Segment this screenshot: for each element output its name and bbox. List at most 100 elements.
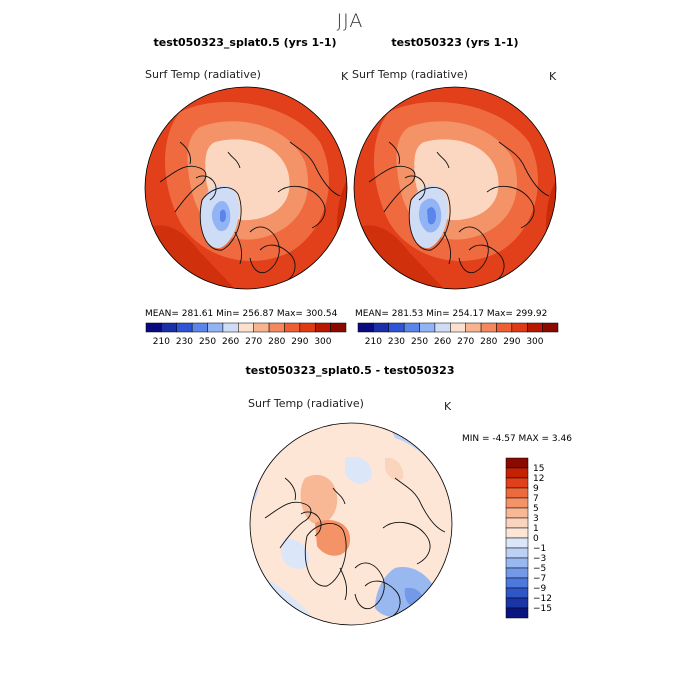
panel3-colorbar-tick-label: 9 <box>533 484 539 494</box>
panel1-colorbar-swatch <box>145 322 162 333</box>
panel3-cool-patch-a <box>281 538 309 569</box>
panel3-colorbar-tick-label: −3 <box>533 554 546 564</box>
panel2-stats: MEAN= 281.53 Min= 254.17 Max= 299.92 <box>355 309 548 319</box>
panel1-colorbar-tick-label: 260 <box>222 337 239 347</box>
panel2-colorbar-swatch <box>526 322 543 333</box>
panel3-colorbar-swatch <box>505 597 529 609</box>
panel3-colorbar-swatch <box>505 587 529 599</box>
panel1-coastlines <box>159 141 341 281</box>
panel1-map-border <box>144 86 348 290</box>
panel3-stats: MIN = -4.57 MAX = 3.46 <box>462 434 572 444</box>
panel1-title: test050323_splat0.5 (yrs 1-1) <box>153 36 337 49</box>
panel2-field-label: Surf Temp (radiative) <box>352 68 468 81</box>
panel3-colorbar-swatch <box>505 477 529 489</box>
panel1-colorbar: 210 230 250 260 270 280 290 300 <box>145 322 347 347</box>
panel3-colorbar-tick-label: −1 <box>533 544 546 554</box>
panel3-colorbar-swatch <box>505 507 529 519</box>
panel3-colorbar-tick-label: 15 <box>533 464 544 474</box>
panel3-background-fill <box>250 423 452 625</box>
panel3-colorbar-tick-label: −7 <box>533 574 546 584</box>
panel1-units: K <box>341 70 349 83</box>
panel3-cool-pole <box>345 456 372 484</box>
panel3-colorbar-swatch <box>505 547 529 559</box>
panel2-greenland-coldest <box>427 207 436 225</box>
panel2-colorbar-tick-label: 260 <box>434 337 451 347</box>
panel1-stats: MEAN= 281.61 Min= 256.87 Max= 300.54 <box>145 309 338 319</box>
panel2-colorbar-tick-label: 250 <box>411 337 428 347</box>
panel2-colorbar-swatch <box>388 322 405 333</box>
panel3-coastlines <box>264 477 446 617</box>
panel3-colorbar-tick-label: 5 <box>533 504 539 514</box>
panel2-colorbar-swatch <box>434 322 451 333</box>
panel2-colorbar-swatch <box>357 322 374 333</box>
panel3-warm-greenland <box>315 519 351 556</box>
panel2-colorbar-swatch <box>542 322 559 333</box>
panel2-colorbar-swatch <box>419 322 436 333</box>
season-title: JJA <box>336 10 364 32</box>
panel3-warm-siberia <box>385 457 404 481</box>
panel1-colorbar-swatch <box>176 322 193 333</box>
panel3-colorbar-swatch <box>505 467 529 479</box>
panel2-colorbar: 210 230 250 260 270 280 290 300 <box>357 322 559 347</box>
panel1-polar-map <box>144 86 348 290</box>
panel1-colorbar-tick-label: 300 <box>314 337 331 347</box>
panel1-colorbar-tick-label: 250 <box>199 337 216 347</box>
panel2-title: test050323 (yrs 1-1) <box>391 36 519 49</box>
panel3-colorbar-swatch <box>505 537 529 549</box>
panel3-colorbar-swatch <box>505 557 529 569</box>
panel1-greenland-coldest <box>220 209 226 223</box>
panel1-colorbar-swatch <box>207 322 224 333</box>
panel3-colorbar-tick-label: −5 <box>533 564 546 574</box>
panel3-colorbar-tick-label: 0 <box>533 534 539 544</box>
panel2-colorbar-swatches <box>357 322 559 333</box>
panel1-colorbar-swatch <box>222 322 239 333</box>
panel3-units: K <box>444 400 452 413</box>
panel1-colorbar-swatch <box>268 322 285 333</box>
panel2-colorbar-tick-label: 300 <box>526 337 543 347</box>
panel3-map-border <box>249 422 453 626</box>
panel3-colorbar-swatch <box>505 577 529 589</box>
panel1-colorbar-swatch <box>161 322 178 333</box>
panel2-colorbar-tick-label: 270 <box>457 337 474 347</box>
panel2-colorbar-swatch <box>373 322 390 333</box>
panel2-polar-map <box>353 86 557 290</box>
panel2-colorbar-swatch <box>465 322 482 333</box>
panel3-colorbar-swatch <box>505 457 529 469</box>
panel1-colorbar-tick-label: 270 <box>245 337 262 347</box>
panel2-map-border <box>353 86 557 290</box>
panel2-colorbar-swatch <box>450 322 466 333</box>
panel3-colorbar-swatches <box>505 457 529 619</box>
panel1-colorbar-tick-label: 280 <box>268 337 285 347</box>
panel3-colorbar-tick-label: 3 <box>533 514 539 524</box>
panel1-colorbar-swatch <box>284 322 301 333</box>
panel1-colorbar-swatch <box>253 322 270 333</box>
panel3-colorbar-tick-label: 1 <box>533 524 539 534</box>
panel3-colorbar-swatch <box>505 607 529 619</box>
panel1-colorbar-tick-label: 210 <box>153 337 170 347</box>
panel3-colorbar-tick-label: 7 <box>533 494 539 504</box>
panel2-colorbar-swatch <box>403 322 420 333</box>
panel3-colorbar-swatch <box>505 527 529 539</box>
panel1-field-label: Surf Temp (radiative) <box>145 68 261 81</box>
panel2-colorbar-ticks: 210 230 250 260 270 280 290 300 <box>365 337 544 347</box>
panel1-colorbar-tick-label: 230 <box>176 337 193 347</box>
panel1-colorbar-swatch <box>191 322 208 333</box>
panel1-colorbar-tick-label: 290 <box>291 337 308 347</box>
panel2-units: K <box>549 70 557 83</box>
panel3-colorbar-swatch <box>505 567 529 579</box>
panel1-colorbar-swatch <box>299 322 316 333</box>
panel3-colorbar-tick-label: 12 <box>533 474 544 484</box>
panel2-colorbar-swatch <box>480 322 497 333</box>
panel3-title: test050323_splat0.5 - test050323 <box>245 364 455 377</box>
panel2-colorbar-tick-label: 230 <box>388 337 405 347</box>
panel2-colorbar-swatch <box>511 322 528 333</box>
panel3-polar-map <box>249 422 453 626</box>
panel2-coastlines <box>368 141 550 281</box>
panel3-colorbar-tick-label: −9 <box>533 584 547 594</box>
panel2-colorbar-swatch <box>496 322 513 333</box>
panel1-colorbar-swatches <box>145 322 347 333</box>
panel3-colorbar-swatch <box>505 497 529 509</box>
panel3-colorbar-tick-label: −15 <box>533 604 552 614</box>
